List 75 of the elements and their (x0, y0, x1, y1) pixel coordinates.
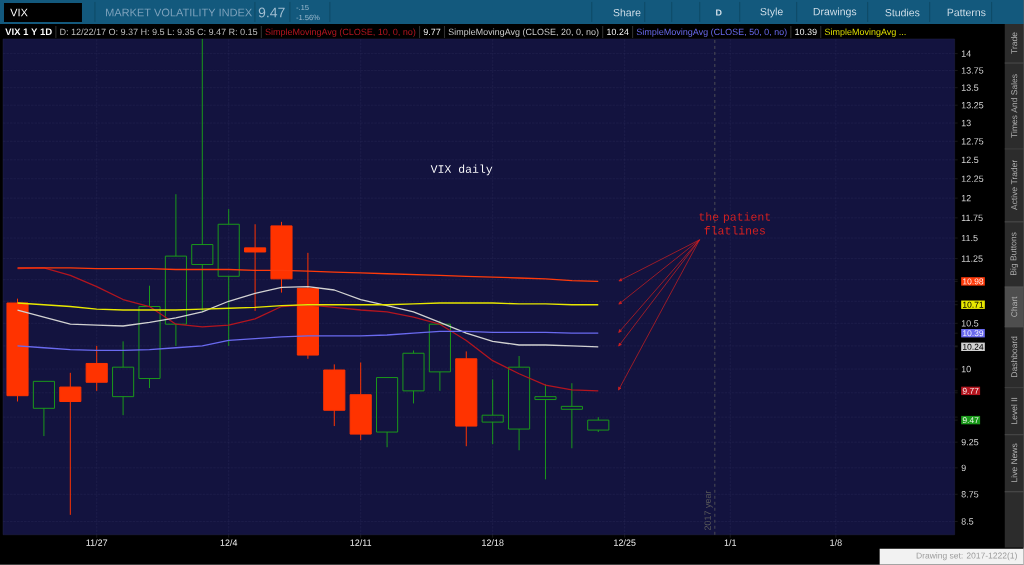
text: SimpleMovingAvg (CLOSE, 50, 0, no) (636, 28, 787, 37)
candlestick (138, 285, 161, 389)
y-tick-label: 10.71 (963, 301, 984, 308)
y-tick-label: 11.5 (961, 234, 978, 242)
candlestick (376, 377, 399, 448)
text: Level II (1010, 398, 1018, 424)
text: Patterns (947, 8, 986, 17)
x-tick-label: 1/8 (830, 539, 842, 546)
text: Style (760, 7, 783, 18)
x-tick-label: 12/4 (220, 539, 238, 546)
y-tick-label: 12.75 (961, 138, 984, 145)
candlestick (560, 382, 583, 449)
y-tick-label: 10.24 (963, 343, 984, 350)
x-tick-label: 11/27 (86, 539, 108, 546)
y-tick-label: 9.25 (961, 439, 979, 446)
y-tick-label: 9 (961, 464, 966, 472)
text: SimpleMovingAvg (CLOSE, 10, 0, no) (265, 28, 416, 37)
y-tick-label: 11.75 (961, 214, 983, 222)
text: Live News (1010, 443, 1018, 482)
text: Studies (885, 8, 920, 17)
text: D: 12/22/17 O: 9.37 H: 9.5 L: 9.35 C: 9.47 R: 0.15 (60, 28, 258, 36)
text: Big Buttons (1010, 232, 1019, 276)
text: Trade (1010, 32, 1018, 54)
text: 10.39 (795, 28, 817, 36)
candlestick (508, 355, 531, 451)
y-tick-label: 12.25 (961, 175, 984, 183)
y-tick-label: 9.47 (962, 417, 979, 424)
candlestick (59, 372, 82, 516)
x-tick-label: 12/25 (614, 539, 636, 546)
x-tick-label: 12/18 (482, 539, 504, 546)
text: 9.77 (423, 28, 441, 36)
candlestick (481, 379, 504, 445)
candlestick (164, 193, 187, 347)
text: Share (613, 8, 641, 17)
line-series (16, 286, 599, 348)
y-tick-label: 10.39 (963, 330, 984, 337)
x-tick-label: 1/1 (724, 539, 737, 546)
y-tick-label: 10.5 (961, 320, 979, 327)
text: 9.47 (258, 7, 285, 18)
candlestick (191, 38, 214, 313)
candlestick (112, 340, 135, 416)
text: Drawings (813, 7, 857, 18)
text: VIX (10, 8, 28, 17)
text: Active Trader (1010, 160, 1018, 211)
text: SimpleMovingAvg ... (824, 28, 906, 37)
y-tick-label: 11.25 (961, 255, 983, 262)
candlestick (217, 208, 240, 347)
text: Chart (1010, 296, 1018, 317)
text: Dashboard (1010, 336, 1018, 378)
y-tick-label: 13.25 (961, 102, 984, 109)
y-tick-label: 12.5 (961, 156, 979, 164)
annotation: the patient flatlines (699, 212, 771, 235)
text: D (716, 9, 722, 16)
y-tick-label: 10 (961, 365, 971, 373)
y-tick-label: 13.5 (961, 84, 979, 91)
y-tick-label: 13 (961, 119, 971, 127)
y-tick-label: 9.77 (962, 387, 979, 394)
annotation: 2017 year (704, 490, 713, 531)
candlestick (455, 351, 478, 447)
y-tick-label: 12 (961, 195, 971, 202)
y-tick-label: 14 (961, 50, 971, 57)
candlestick (32, 380, 55, 437)
line-series (16, 267, 599, 392)
text: Times And Sales (1010, 74, 1018, 138)
y-tick-label: 13.75 (961, 67, 984, 74)
y-tick-label: 8.5 (961, 518, 974, 525)
x-tick-label: 12/11 (350, 539, 372, 546)
text: Drawing set: 2017-1222(1) (916, 552, 1017, 561)
y-tick-label: 10.98 (963, 278, 984, 285)
text: SimpleMovingAvg (CLOSE, 20, 0, no) (448, 28, 599, 37)
chart-subtitle: VIX 1 Y 1D (5, 28, 52, 36)
text: 10.24 (607, 28, 629, 36)
text: VIX daily (430, 164, 493, 176)
text: MARKET VOLATILITY INDEX (106, 8, 252, 17)
y-tick-label: 8.75 (961, 491, 979, 498)
